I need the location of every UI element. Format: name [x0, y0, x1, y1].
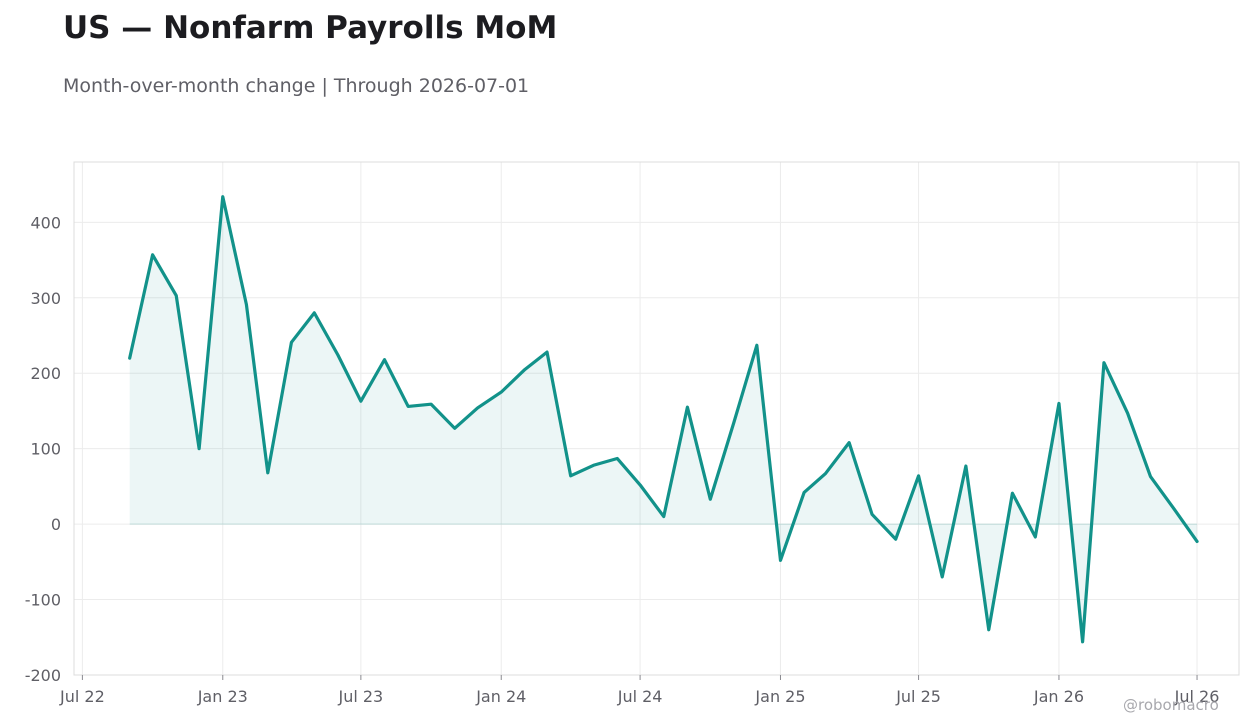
x-tick-label: Jan 23: [197, 687, 248, 706]
data-point: [916, 473, 922, 479]
data-point: [568, 473, 574, 479]
data-point: [939, 574, 945, 580]
y-tick-label: 200: [30, 364, 61, 383]
x-tick-label: Jul 22: [59, 687, 105, 706]
data-point: [544, 349, 550, 355]
data-point: [358, 398, 364, 404]
y-tick-label: -100: [25, 591, 61, 610]
data-point: [777, 557, 783, 563]
x-tick-label: Jul 24: [617, 687, 663, 706]
watermark: @robomacro: [1123, 696, 1219, 714]
data-point: [405, 403, 411, 409]
data-point: [1171, 506, 1177, 512]
data-point: [1032, 534, 1038, 540]
data-point: [428, 401, 434, 407]
data-point: [150, 252, 156, 258]
data-point: [707, 496, 713, 502]
data-point: [822, 471, 828, 477]
y-tick-label: 400: [30, 213, 61, 232]
y-tick-label: -200: [25, 666, 61, 685]
data-point: [311, 310, 317, 316]
chart-subtitle: Month-over-month change | Through 2026-0…: [63, 75, 530, 97]
y-tick-label: 100: [30, 440, 61, 459]
data-point: [475, 405, 481, 411]
data-point: [382, 357, 388, 363]
chart-title: US — Nonfarm Payrolls MoM: [63, 10, 558, 46]
data-point: [661, 514, 667, 520]
data-point: [591, 462, 597, 468]
plot-frame: [73, 161, 1240, 676]
data-point: [846, 440, 852, 446]
series-line: [128, 195, 1199, 644]
data-point: [1101, 360, 1107, 366]
data-point: [986, 627, 992, 633]
data-point: [196, 446, 202, 452]
data-point: [173, 293, 179, 299]
data-point: [801, 489, 807, 495]
data-point: [731, 419, 737, 425]
x-tick-label: Jul 26: [1174, 687, 1220, 706]
data-point: [963, 463, 969, 469]
data-point: [1080, 639, 1086, 645]
data-point: [614, 455, 620, 461]
data-point: [684, 404, 690, 410]
data-point: [243, 302, 249, 308]
x-tick-label: Jul 25: [895, 687, 941, 706]
data-point: [637, 482, 643, 488]
data-point: [452, 425, 458, 431]
x-tick-label: Jan 26: [1033, 687, 1084, 706]
data-point: [498, 389, 504, 395]
data-point: [1125, 410, 1131, 416]
data-point: [220, 194, 226, 200]
x-tick-label: Jan 24: [475, 687, 526, 706]
data-point: [127, 355, 133, 361]
data-point: [754, 342, 760, 348]
series-area: [129, 196, 1198, 642]
y-tick-label: 300: [30, 289, 61, 308]
y-tick-label: 0: [51, 515, 61, 534]
data-point: [869, 511, 875, 517]
data-point: [522, 366, 528, 372]
data-point: [288, 339, 294, 345]
data-point: [893, 536, 899, 542]
data-point: [1009, 490, 1015, 496]
data-point: [335, 352, 341, 358]
data-point: [1194, 538, 1200, 544]
x-tick-label: Jan 25: [754, 687, 805, 706]
x-tick-label: Jul 23: [337, 687, 383, 706]
data-point: [265, 470, 271, 476]
data-point: [1147, 474, 1153, 480]
data-point: [1056, 400, 1062, 406]
